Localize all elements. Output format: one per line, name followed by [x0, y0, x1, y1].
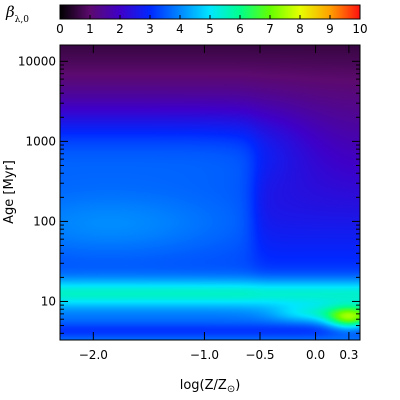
y-axis-label: Age [Myr] — [2, 160, 17, 224]
colorbar-tick-label: 1 — [86, 22, 94, 36]
heatmap-area — [60, 45, 360, 340]
colorbar-tick-label: 6 — [236, 22, 244, 36]
colorbar-tick-label: 7 — [266, 22, 274, 36]
x-tick-label: −0.5 — [245, 348, 274, 362]
x-tick-label: −1.0 — [190, 348, 219, 362]
colorbar-tick-label: 8 — [296, 22, 304, 36]
colorbar-title: βλ,0 — [5, 3, 29, 25]
colorbar-tick-label: 9 — [326, 22, 334, 36]
svg-text:βλ,0: βλ,0 — [5, 3, 29, 25]
y-tick-label: 10000 — [18, 54, 56, 68]
y-tick-label: 10 — [41, 294, 56, 308]
y-axis-ticks: 10 100 1000 10000 — [18, 54, 360, 334]
y-tick-label: 100 — [33, 214, 56, 228]
colorbar-tick-label: 2 — [116, 22, 124, 36]
colorbar-tick-label: 0 — [56, 22, 64, 36]
x-axis-label: log(Z/Z⊙) — [180, 378, 241, 395]
colorbar-tick-label: 3 — [146, 22, 154, 36]
x-tick-label: 0.3 — [339, 348, 358, 362]
colorbar-tick-label: 5 — [206, 22, 214, 36]
plot-frame — [59, 44, 361, 341]
colorbar-tick-label: 4 — [176, 22, 184, 36]
x-tick-label: 0.0 — [306, 348, 325, 362]
x-tick-label: −2.0 — [79, 348, 108, 362]
colorbar-ticks: 0 1 2 3 4 5 6 7 8 9 10 — [56, 15, 368, 36]
colorbar-tick-label: 10 — [352, 22, 367, 36]
x-axis-ticks: −2.0 −1.0 −0.5 0.0 0.3 — [79, 45, 358, 362]
y-tick-label: 1000 — [25, 134, 56, 148]
